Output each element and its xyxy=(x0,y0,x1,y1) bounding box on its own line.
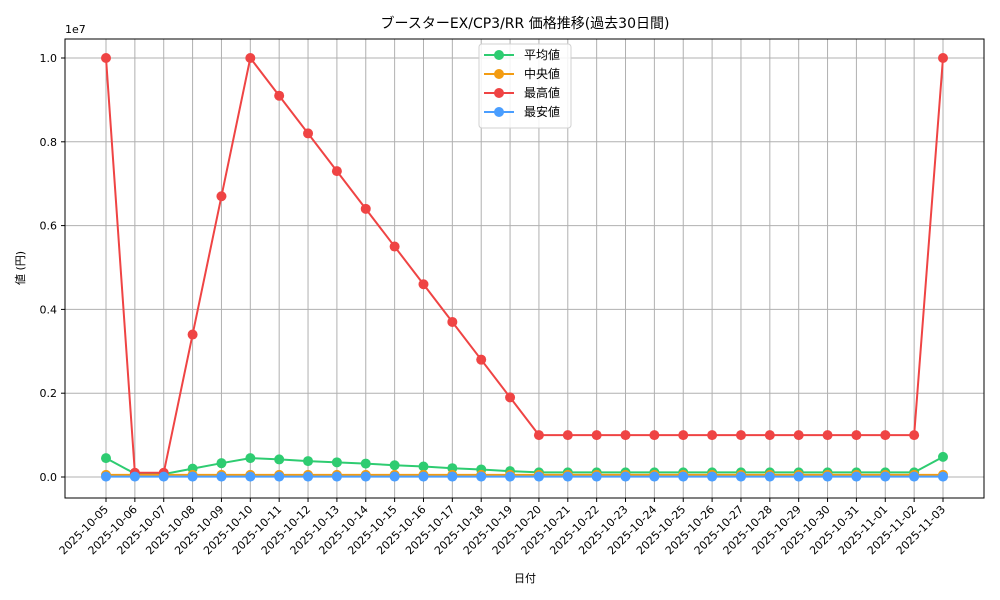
data-series xyxy=(101,53,948,482)
y-tick-label: 0.8 xyxy=(40,136,58,149)
grid-lines xyxy=(65,39,984,498)
y-tick-label: 0.4 xyxy=(40,303,58,316)
series-line xyxy=(101,471,948,482)
y-tick-label: 1.0 xyxy=(40,52,58,65)
y-tick-label: 0.0 xyxy=(40,471,58,484)
x-axis-ticks: 2025-10-052025-10-062025-10-072025-10-08… xyxy=(57,498,948,557)
x-axis-label: 日付 xyxy=(514,572,536,585)
legend-entry: 最安値 xyxy=(524,104,560,119)
legend-entry: 平均値 xyxy=(524,47,560,62)
legend-entry: 中央値 xyxy=(524,66,560,81)
y-axis-ticks: 0.0 0.2 0.4 0.6 0.8 1.0 xyxy=(40,52,65,484)
chart-title: ブースターEX/CP3/RR 価格推移(過去30日間) xyxy=(381,15,670,32)
y-tick-label: 0.2 xyxy=(40,387,58,400)
plot-frame xyxy=(64,38,985,499)
y-axis-label: 値 (円) xyxy=(14,251,27,285)
y-offset-label: 1e7 xyxy=(65,23,86,36)
y-tick-label: 0.6 xyxy=(40,220,58,233)
legend-entry: 最高値 xyxy=(524,85,560,100)
